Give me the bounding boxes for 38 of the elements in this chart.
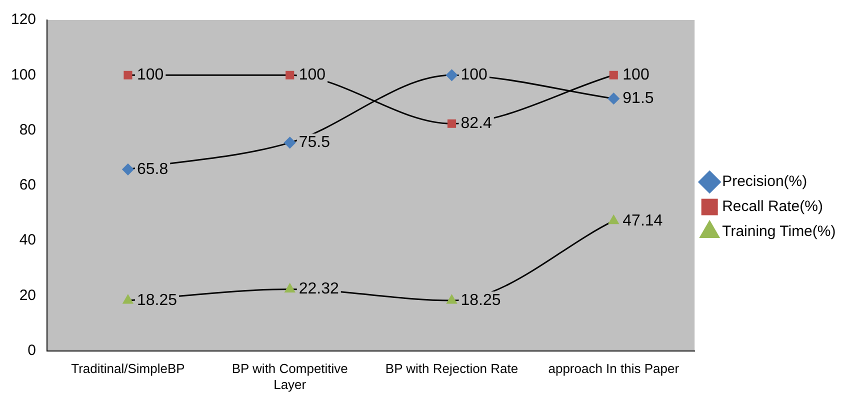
y-tick-label: 20	[19, 286, 36, 304]
point	[286, 70, 294, 80]
y-tick-label: 120	[10, 11, 36, 28]
x-tick-label: BP with Rejection Rate	[385, 361, 518, 376]
data-label: 47.14	[622, 212, 663, 230]
x-tick-label: BP with Competitive Layer	[232, 361, 348, 392]
point	[446, 294, 457, 304]
data-label: 100	[298, 66, 326, 84]
data-label: 100	[136, 66, 164, 84]
point	[284, 284, 295, 293]
point	[447, 119, 456, 128]
y-tick-label: 60	[19, 176, 36, 194]
y-tick-label: 80	[19, 121, 36, 138]
y-tick-label: 100	[10, 66, 36, 84]
point	[608, 215, 619, 224]
data-label: 18.25	[460, 292, 501, 309]
data-label: 18.25	[136, 292, 178, 309]
point	[284, 136, 296, 148]
data-label: 91.5	[622, 90, 654, 107]
data-label: 75.5	[298, 134, 330, 152]
data-label: 100	[622, 66, 650, 84]
data-label: 82.4	[460, 115, 492, 132]
point	[124, 70, 132, 80]
point	[122, 164, 134, 176]
legend-label: Training Time(%)	[722, 223, 836, 240]
x-tick-label: approach In this Paper	[548, 361, 680, 376]
data-label: 22.32	[298, 280, 340, 298]
point	[608, 92, 620, 104]
data-label: 100	[460, 66, 488, 84]
point	[609, 70, 618, 80]
y-tick-label: 0	[28, 342, 36, 359]
legend-label: Precision(%)	[722, 173, 808, 190]
point	[446, 69, 458, 81]
legend-label: Recall Rate(%)	[722, 198, 823, 216]
x-tick-label: Traditinal/SimpleBP	[71, 361, 185, 376]
data-label: 65.8	[136, 160, 168, 178]
y-tick-label: 40	[19, 232, 36, 249]
point	[122, 294, 134, 304]
